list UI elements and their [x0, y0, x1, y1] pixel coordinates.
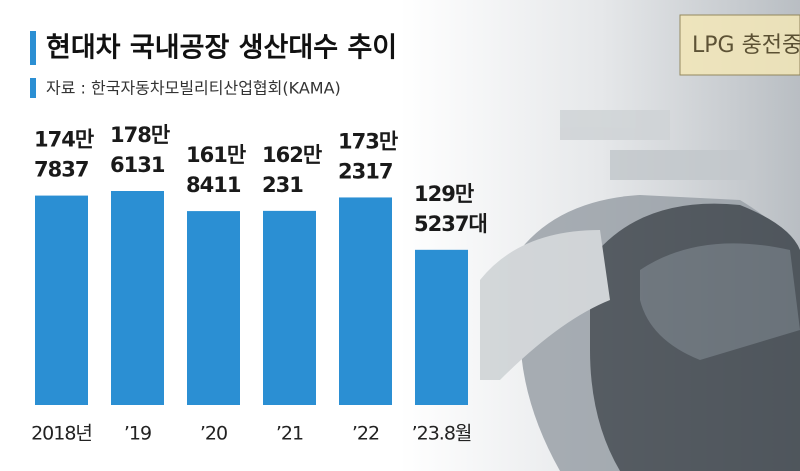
value-label: 178만 6131	[110, 123, 170, 177]
bar	[35, 195, 88, 405]
bar	[339, 197, 392, 405]
title-accent	[30, 31, 36, 65]
value-label: 173만 2317	[338, 129, 398, 183]
x-tick-label: ’20	[200, 423, 227, 445]
x-tick-label: ’23.8월	[412, 423, 472, 445]
value-label: 129만 5237대	[414, 182, 487, 236]
value-label: 174만 7837	[34, 128, 94, 182]
bar	[111, 191, 164, 405]
chart-title: 현대차 국내공장 생산대수 추이	[46, 33, 397, 64]
bar	[415, 249, 468, 405]
subtitle-accent	[30, 78, 36, 98]
x-tick-label: ’22	[352, 423, 379, 445]
svg-text:LPG 충전중: LPG 충전중	[692, 33, 800, 58]
x-tick-label: 2018년	[31, 423, 92, 445]
x-tick-label: ’21	[276, 423, 303, 445]
x-tick-label: ’19	[124, 423, 151, 445]
bar	[263, 210, 316, 405]
chart-subtitle: 자료 : 한국자동차모빌리티산업협회(KAMA)	[46, 79, 341, 98]
bar	[187, 211, 240, 405]
value-label: 162만 231	[262, 143, 322, 197]
value-label: 161만 8411	[186, 143, 246, 197]
background-photo: LPG 충전중	[480, 14, 800, 471]
